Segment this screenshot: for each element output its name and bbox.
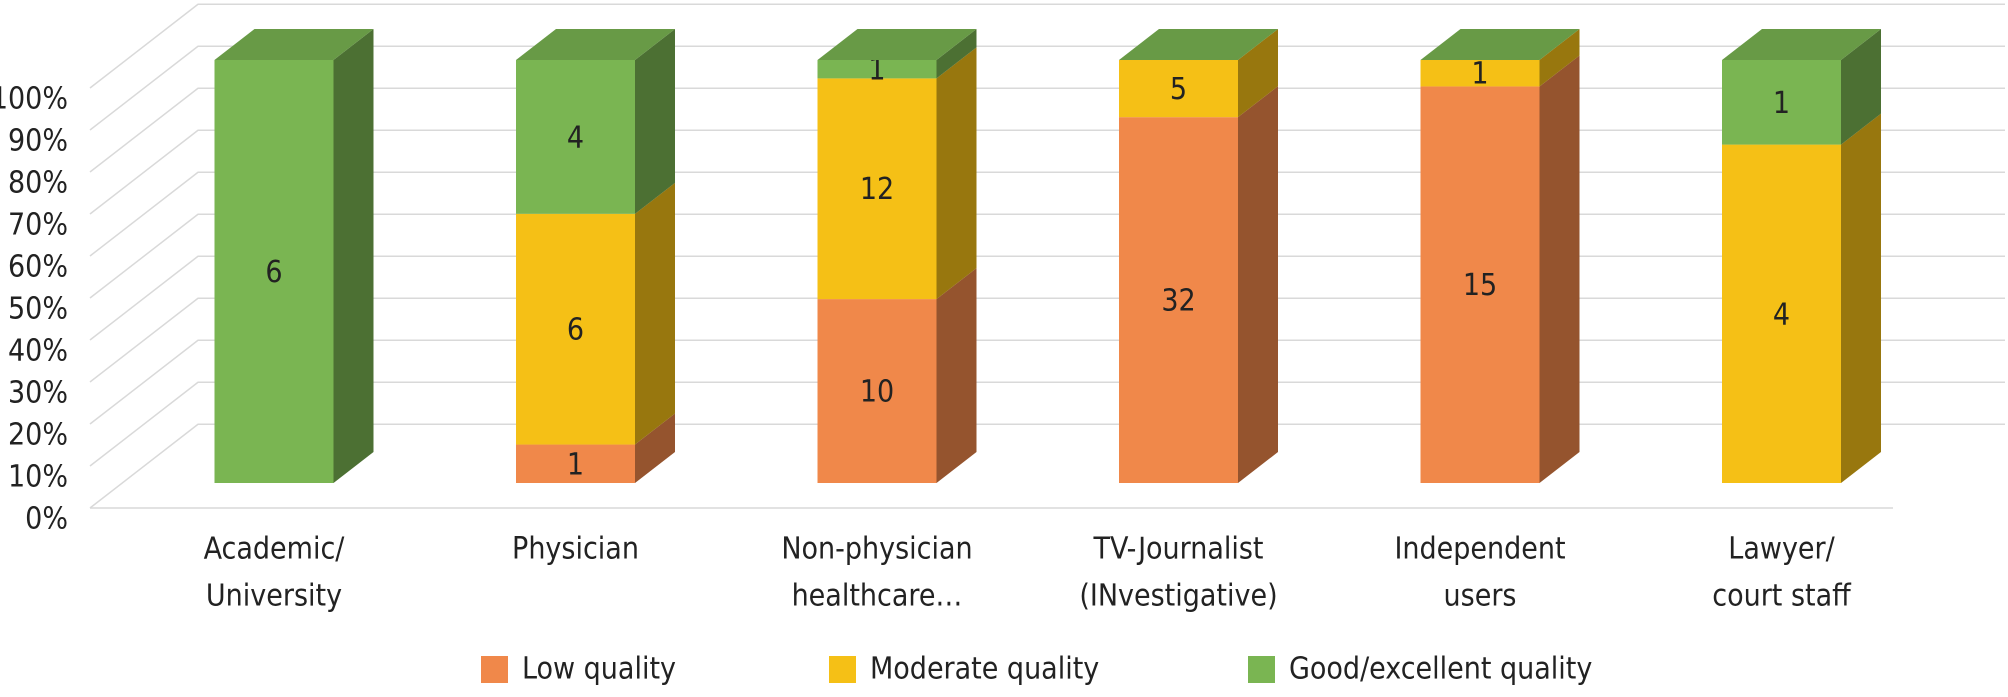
y-tick-label: 20%	[8, 418, 68, 453]
grid-line	[89, 381, 2005, 467]
data-label: 10	[860, 375, 894, 410]
grid-line	[89, 423, 2005, 509]
legend-label: Good/excellent quality	[1289, 652, 1592, 687]
data-label: 6	[567, 313, 584, 348]
bar-side	[635, 413, 675, 483]
x-tick-label: TV-Journalist	[1092, 532, 1263, 567]
bar-top	[1722, 29, 1881, 60]
data-label: 5	[1170, 72, 1187, 107]
bar-top	[516, 29, 675, 60]
grid-line	[89, 3, 2005, 89]
legend-label: Low quality	[522, 652, 676, 687]
data-label: 4	[1773, 297, 1790, 332]
bar	[817, 299, 937, 483]
bar-side	[936, 29, 977, 79]
y-tick-label: 10%	[8, 460, 68, 495]
data-label: 1	[1471, 57, 1488, 92]
bar-side	[1238, 29, 1278, 118]
bar-side	[1841, 113, 1881, 483]
y-tick-label: 30%	[8, 376, 68, 411]
data-label: 4	[567, 120, 584, 155]
bar	[1722, 60, 1841, 145]
x-tick-label: Non-physician	[781, 532, 972, 567]
data-label: 1	[567, 447, 584, 482]
y-tick-label: 100%	[0, 82, 68, 117]
grid-line	[89, 129, 2005, 215]
legend-swatch	[829, 656, 856, 683]
y-tick-label: 40%	[8, 334, 68, 369]
bar	[1119, 60, 1238, 118]
y-tick-label: 0%	[25, 502, 68, 537]
bar-side	[1238, 86, 1278, 483]
bar	[214, 60, 334, 483]
data-label: 1	[1773, 86, 1790, 121]
grid-line	[89, 339, 2005, 425]
bar	[1420, 86, 1540, 483]
legend-swatch	[481, 656, 508, 683]
bar	[516, 213, 635, 445]
bar	[1420, 60, 1540, 87]
x-tick-label: Lawyer/	[1728, 532, 1835, 567]
data-label: 6	[265, 255, 282, 290]
bar-side	[936, 268, 977, 483]
grid-line	[89, 297, 2005, 383]
grid-line	[89, 45, 2005, 131]
y-tick-label: 90%	[8, 124, 68, 159]
x-tick-label: Academic/	[204, 532, 346, 567]
x-tick-label: Independent	[1394, 532, 1565, 567]
grid-line	[89, 87, 2005, 173]
bar	[516, 60, 635, 214]
x-tick-label: users	[1444, 579, 1517, 614]
y-tick-label: 50%	[8, 292, 68, 327]
legend-label: Moderate quality	[870, 652, 1099, 687]
data-label: 1	[868, 53, 885, 88]
x-tick-label: healthcare…	[792, 579, 963, 614]
bar-side	[635, 29, 675, 214]
legend-swatch	[1248, 656, 1275, 683]
x-tick-label: University	[206, 579, 342, 614]
data-label: 12	[860, 172, 894, 207]
x-tick-label: Physician	[512, 532, 639, 567]
bar-side	[1841, 29, 1881, 145]
bar	[516, 444, 635, 483]
bar-top	[1420, 29, 1580, 60]
bar-side	[1539, 29, 1580, 87]
bar-top	[1119, 29, 1278, 60]
grid-line	[89, 213, 2005, 299]
bar-side	[333, 29, 374, 483]
grid-line	[89, 171, 2005, 257]
bar	[1119, 117, 1238, 483]
grid-line	[89, 255, 2005, 341]
bar-side	[936, 47, 977, 300]
y-tick-label: 70%	[8, 208, 68, 243]
y-tick-label: 80%	[8, 166, 68, 201]
bar	[1722, 144, 1841, 483]
bar-top	[214, 29, 374, 60]
data-label: 32	[1161, 284, 1195, 319]
bar-side	[635, 182, 675, 445]
x-tick-label: (INvestigative)	[1079, 579, 1277, 614]
bar-side	[1539, 55, 1580, 483]
x-tick-label: court staff	[1712, 579, 1852, 614]
bar	[817, 78, 937, 300]
data-label: 15	[1463, 268, 1497, 303]
bar-top	[817, 29, 977, 60]
y-tick-label: 60%	[8, 250, 68, 285]
bar	[817, 60, 937, 79]
